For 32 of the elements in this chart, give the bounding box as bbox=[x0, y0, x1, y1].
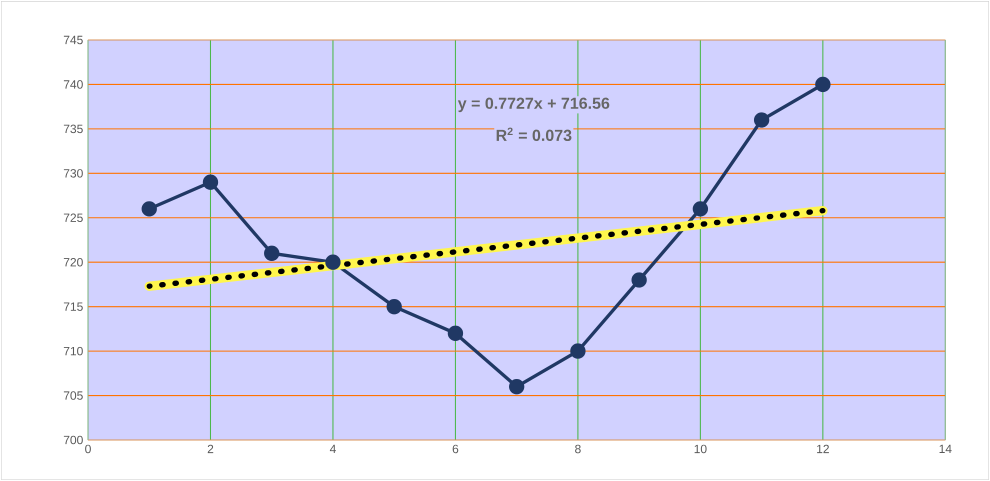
y-tick-label: 730 bbox=[64, 169, 83, 178]
x-tick-label: 6 bbox=[452, 444, 458, 454]
point bbox=[631, 272, 647, 288]
x-tick-label: 12 bbox=[817, 444, 829, 454]
point bbox=[202, 174, 218, 190]
x-tick-label: 14 bbox=[940, 444, 952, 453]
annotation: y = 0.7727x + 716.56 bbox=[458, 98, 610, 112]
point bbox=[325, 254, 341, 270]
x-tick-label: 4 bbox=[330, 444, 336, 453]
point bbox=[448, 326, 464, 341]
y-tick-label: 745 bbox=[64, 36, 83, 44]
y-tick-label: 720 bbox=[64, 258, 83, 266]
y-tick-label: 705 bbox=[64, 391, 83, 400]
point bbox=[509, 378, 524, 394]
x-tick-label: 10 bbox=[694, 444, 707, 454]
y-tick-label: 725 bbox=[64, 214, 83, 222]
point bbox=[692, 201, 708, 217]
x-tick-label: 0 bbox=[85, 444, 91, 454]
y-tick-label: 740 bbox=[64, 80, 83, 89]
point bbox=[142, 201, 157, 217]
point bbox=[570, 343, 586, 359]
x-tick-label: 8 bbox=[575, 444, 581, 454]
y-tick-label: 710 bbox=[64, 346, 83, 356]
point bbox=[815, 76, 831, 92]
y-tick-label: 715 bbox=[64, 302, 83, 311]
point bbox=[264, 246, 280, 261]
y-tick-label: 735 bbox=[64, 124, 83, 134]
annotation: R$^{2}$ = 0.073 bbox=[496, 128, 572, 142]
point bbox=[386, 298, 402, 314]
point bbox=[754, 112, 770, 128]
y-tick-label: 700 bbox=[64, 436, 83, 444]
x-tick-label: 2 bbox=[208, 444, 214, 454]
